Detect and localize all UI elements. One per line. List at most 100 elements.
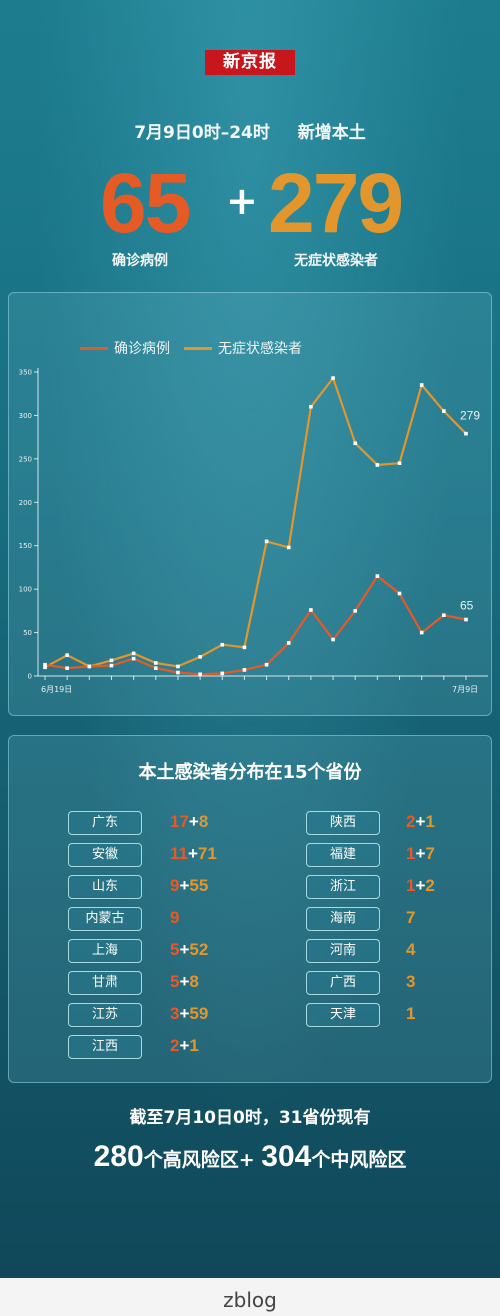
value-plus: + <box>188 812 199 831</box>
value-confirmed: 9 <box>170 876 180 895</box>
y-tick-label: 50 <box>23 629 32 637</box>
province-value-left: 5+52 <box>170 938 208 962</box>
legend-swatch-asymptomatic <box>184 346 212 350</box>
data-point-confirmed <box>442 613 446 617</box>
province-value-left: 11+71 <box>170 842 217 866</box>
province-value-left: 5+8 <box>170 970 199 994</box>
value-plus: + <box>179 1036 190 1055</box>
province-value-right: 1+7 <box>406 842 435 866</box>
value-asym: 1 <box>189 1036 199 1055</box>
asymptomatic-label: 无症状感染者 <box>294 253 378 269</box>
legend-swatch-confirmed <box>80 346 108 350</box>
data-point-asymptomatic <box>375 463 380 467</box>
value-plus: + <box>187 844 198 863</box>
province-label-left: 上海 <box>68 939 142 963</box>
value-asym: 59 <box>189 1004 209 1023</box>
footer-line2: 280个高风险区+ 304个中风险区 <box>0 1140 500 1174</box>
province-label-left: 江苏 <box>68 1003 142 1027</box>
province-label-right: 海南 <box>306 907 380 931</box>
end-label-asymptomatic: 279 <box>460 409 480 423</box>
value-asym: 4 <box>406 940 416 959</box>
value-asym: 71 <box>197 844 217 863</box>
series-line-confirmed <box>44 575 467 676</box>
province-value-left: 17+8 <box>170 810 208 834</box>
province-label-left: 安徽 <box>68 843 142 867</box>
data-point-confirmed <box>65 666 69 670</box>
data-point-confirmed <box>131 656 136 661</box>
high-risk-text: 个高风险区+ <box>143 1149 262 1171</box>
data-point-asymptomatic <box>242 645 247 650</box>
value-confirmed: 5 <box>170 940 180 959</box>
mid-risk-count: 304 <box>261 1140 312 1173</box>
distribution-title: 本土感染者分布在15个省份 <box>138 762 362 783</box>
footer-line1: 截至7月10日0时，31省份现有 <box>129 1108 371 1128</box>
x-end-label: 7月9日 <box>452 685 478 694</box>
province-value-right: 1 <box>406 1002 415 1026</box>
value-plus: + <box>415 876 426 895</box>
value-asym: 7 <box>425 844 435 863</box>
province-value-right: 2+1 <box>406 810 435 834</box>
headline: 7月9日0时–24时 新增本土 <box>0 118 500 143</box>
headline-label: 新增本土 <box>297 123 366 143</box>
asymptomatic-total: 279 <box>268 156 404 250</box>
data-point-asymptomatic <box>43 665 47 670</box>
y-tick-label: 250 <box>19 455 32 463</box>
data-point-asymptomatic <box>176 664 180 669</box>
value-asym: 52 <box>189 940 209 959</box>
data-point-confirmed <box>375 574 380 578</box>
data-point-confirmed <box>309 608 313 612</box>
legend-label-confirmed: 确诊病例 <box>114 341 170 357</box>
data-point-asymptomatic <box>353 441 358 446</box>
value-confirmed: 11 <box>170 844 188 863</box>
province-value-left: 9+55 <box>170 874 208 898</box>
data-point-confirmed <box>419 630 424 635</box>
value-confirmed: 1 <box>406 876 416 895</box>
data-point-asymptomatic <box>331 376 335 380</box>
y-tick-label: 0 <box>28 673 32 681</box>
province-value-right: 7 <box>406 906 415 930</box>
value-asym: 8 <box>198 812 209 831</box>
value-asym: 55 <box>189 876 209 895</box>
value-confirmed: 5 <box>170 972 180 991</box>
brand-logo: 新京报 <box>205 50 295 75</box>
data-point-asymptomatic <box>309 404 313 409</box>
province-value-left: 2+1 <box>170 1034 199 1058</box>
high-risk-count: 280 <box>93 1140 144 1173</box>
data-point-asymptomatic <box>109 658 114 663</box>
line-chart: 0 50 100 150 200 250 300 350 6月19日 7月9日 279 65 <box>19 368 488 694</box>
chart-panel <box>8 292 492 716</box>
data-point-asymptomatic <box>198 655 202 659</box>
y-tick-label: 350 <box>19 369 32 377</box>
value-confirmed: 17 <box>170 812 189 831</box>
data-point-asymptomatic <box>397 461 402 465</box>
data-point-asymptomatic <box>153 661 158 665</box>
data-point-confirmed <box>464 617 468 622</box>
province-value-right: 3 <box>406 970 415 994</box>
data-point-confirmed <box>397 591 402 596</box>
confirmed-label: 确诊病例 <box>112 253 168 269</box>
chart-legend: 确诊病例 无症状感染者 <box>80 338 316 358</box>
province-label-right: 天津 <box>306 1003 380 1027</box>
value-plus: + <box>179 972 190 991</box>
value-asym: 7 <box>406 908 416 927</box>
value-asym: 8 <box>189 972 199 991</box>
y-tick-label: 100 <box>19 586 32 594</box>
province-value-left: 3+59 <box>170 1002 208 1026</box>
data-point-asymptomatic <box>464 431 468 436</box>
data-point-confirmed <box>176 670 180 675</box>
value-plus: + <box>179 876 190 895</box>
value-confirmed: 3 <box>170 1004 180 1023</box>
mid-risk-text: 个中风险区 <box>311 1149 407 1171</box>
value-plus: + <box>179 1004 190 1023</box>
legend-label-asymptomatic: 无症状感染者 <box>218 341 302 357</box>
value-confirmed: 2 <box>406 812 416 831</box>
legend-item-asymptomatic: 无症状感染者 <box>184 338 302 358</box>
headline-date: 7月9日0时–24时 <box>134 123 270 143</box>
data-point-asymptomatic <box>419 383 424 387</box>
data-point-confirmed <box>353 609 358 613</box>
data-point-confirmed <box>43 662 47 667</box>
value-confirmed: 1 <box>406 844 416 863</box>
data-point-confirmed <box>87 664 92 669</box>
province-label-right: 浙江 <box>306 875 380 899</box>
value-plus: + <box>415 812 426 831</box>
